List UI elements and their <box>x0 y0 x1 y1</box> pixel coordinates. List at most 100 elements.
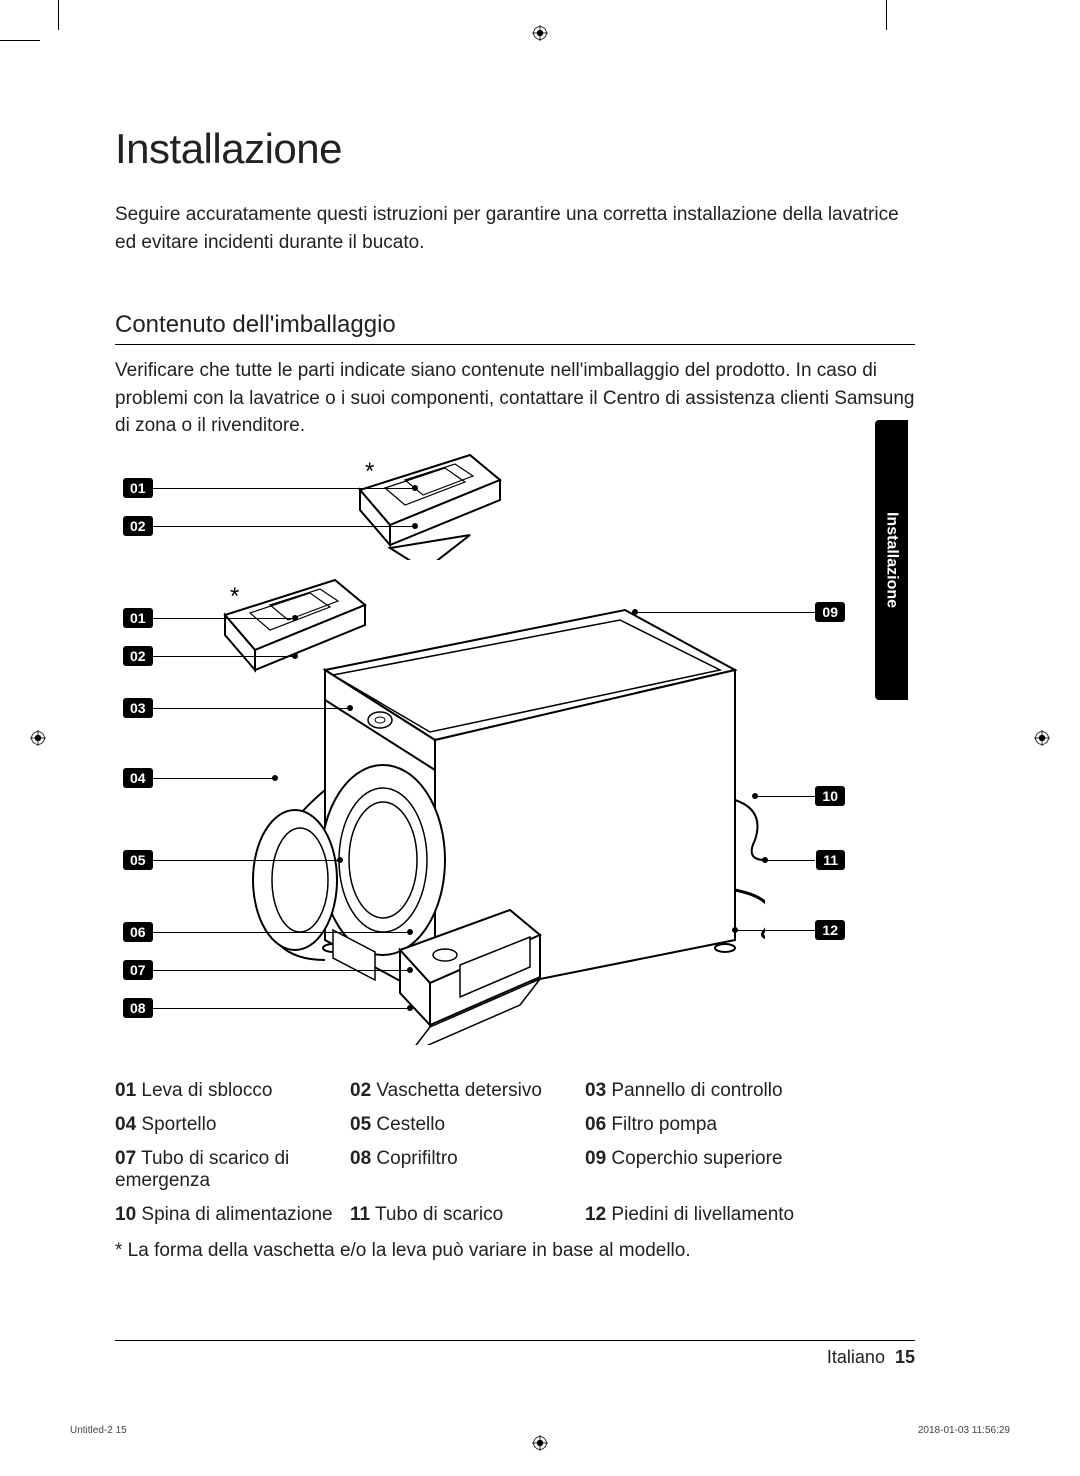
part-number: 07 <box>115 1148 136 1169</box>
intro-text: Seguire accuratamente questi istruzioni … <box>115 201 915 256</box>
parts-list-item: 10 Spina di alimentazione <box>115 1204 350 1226</box>
diagram-callout-line <box>153 526 415 527</box>
diagram-callout-badge: 10 <box>815 786 845 806</box>
footnote: * La forma della vaschetta e/o la leva p… <box>115 1240 915 1262</box>
section-divider <box>115 344 915 345</box>
parts-list-item: 09 Coperchio superiore <box>585 1148 820 1192</box>
parts-list-item: 03 Pannello di controllo <box>585 1080 820 1102</box>
diagram-callout-dot <box>412 485 418 491</box>
diagram-callout-line <box>755 796 815 797</box>
part-label: Spina di alimentazione <box>136 1204 332 1225</box>
diagram-callout-dot <box>292 653 298 659</box>
section-text: Verificare che tutte le parti indicate s… <box>115 357 915 440</box>
part-label: Coprifiltro <box>371 1148 458 1169</box>
diagram-callout-line <box>153 932 410 933</box>
diagram-callout-dot <box>407 929 413 935</box>
parts-list-item: 02 Vaschetta detersivo <box>350 1080 585 1102</box>
print-info-right: 2018-01-03 11:56:29 <box>918 1425 1010 1436</box>
registration-mark-icon <box>1034 730 1050 746</box>
diagram-callout-badge: 02 <box>123 646 153 666</box>
parts-list-item: 08 Coprifiltro <box>350 1148 585 1192</box>
diagram-callout-line <box>735 930 815 931</box>
diagram-callout-badge: 09 <box>815 602 845 622</box>
parts-list-item: 11 Tubo di scarico <box>350 1204 585 1226</box>
content-area: Installazione Seguire accuratamente ques… <box>115 125 915 1262</box>
parts-list: 01 Leva di sblocco02 Vaschetta detersivo… <box>115 1080 915 1226</box>
part-label: Piedini di livellamento <box>606 1204 794 1225</box>
part-label: Vaschetta detersivo <box>371 1080 542 1101</box>
diagram-callout-badge: 01 <box>123 608 153 628</box>
diagram-callout-line <box>635 612 815 613</box>
diagram-callout-dot <box>347 705 353 711</box>
diagram-callout-line <box>153 488 415 489</box>
part-number: 02 <box>350 1080 371 1101</box>
diagram-callout-line <box>153 618 295 619</box>
part-label: Sportello <box>136 1114 216 1135</box>
part-number: 08 <box>350 1148 371 1169</box>
diagram-callout-dot <box>407 1005 413 1011</box>
diagram-callout-line <box>153 778 275 779</box>
part-number: 06 <box>585 1114 606 1135</box>
part-number: 03 <box>585 1080 606 1101</box>
part-number: 10 <box>115 1204 136 1225</box>
parts-list-item: 04 Sportello <box>115 1114 350 1136</box>
part-number: 12 <box>585 1204 606 1225</box>
part-number: 01 <box>115 1080 136 1101</box>
diagram-callout-dot <box>272 775 278 781</box>
part-number: 05 <box>350 1114 371 1135</box>
diagram-callout-dot <box>292 615 298 621</box>
diagram-callout-line <box>153 708 350 709</box>
page-title: Installazione <box>115 125 915 173</box>
parts-list-item: 01 Leva di sblocco <box>115 1080 350 1102</box>
footer-lang: Italiano <box>827 1347 885 1367</box>
diagram-callout-badge: 05 <box>123 850 153 870</box>
footer-page-number: 15 <box>895 1347 915 1367</box>
diagram-callout-badge: 01 <box>123 478 153 498</box>
diagram-star-mark: * <box>230 583 239 611</box>
part-label: Pannello di controllo <box>606 1080 782 1101</box>
part-number: 11 <box>350 1204 370 1225</box>
diagram-callout-line <box>765 860 815 861</box>
diagram-callout-badge: 02 <box>123 516 153 536</box>
diagram-callout-badge: 06 <box>123 922 153 942</box>
print-info-left: Untitled-2 15 <box>70 1425 127 1436</box>
footer-text: Italiano 15 <box>827 1347 915 1368</box>
part-label: Leva di sblocco <box>136 1080 272 1101</box>
part-label: Coperchio superiore <box>606 1148 782 1169</box>
diagram-callout-dot <box>732 927 738 933</box>
drawer-detail-top-icon <box>355 450 505 560</box>
part-number: 04 <box>115 1114 136 1135</box>
diagram-callout-badge: 12 <box>815 920 845 940</box>
diagram-area: 0102010203040506070809101112** <box>115 460 905 1070</box>
part-label: Tubo di scarico di emergenza <box>115 1148 289 1191</box>
diagram-callout-dot <box>337 857 343 863</box>
diagram-callout-line <box>153 656 295 657</box>
part-label: Cestello <box>371 1114 445 1135</box>
parts-list-item: 07 Tubo di scarico di emergenza <box>115 1148 350 1192</box>
filter-detail-icon <box>390 905 550 1045</box>
registration-mark-icon <box>30 730 46 746</box>
diagram-callout-dot <box>752 793 758 799</box>
diagram-star-mark: * <box>365 458 374 486</box>
diagram-callout-dot <box>407 967 413 973</box>
diagram-callout-line <box>153 1008 410 1009</box>
diagram-callout-dot <box>762 857 768 863</box>
footer-divider <box>115 1340 915 1341</box>
diagram-callout-dot <box>632 609 638 615</box>
diagram-callout-badge: 03 <box>123 698 153 718</box>
drawer-detail-mid-icon <box>220 575 370 685</box>
parts-list-item: 12 Piedini di livellamento <box>585 1204 820 1226</box>
diagram-callout-badge: 07 <box>123 960 153 980</box>
part-label: Filtro pompa <box>606 1114 717 1135</box>
diagram-callout-dot <box>412 523 418 529</box>
part-label: Tubo di scarico <box>370 1204 503 1225</box>
parts-list-item: 05 Cestello <box>350 1114 585 1136</box>
diagram-callout-line <box>153 860 340 861</box>
diagram-callout-badge: 08 <box>123 998 153 1018</box>
diagram-callout-badge: 04 <box>123 768 153 788</box>
registration-mark-icon <box>532 1435 548 1451</box>
part-number: 09 <box>585 1148 606 1169</box>
section-title: Contenuto dell'imballaggio <box>115 311 915 339</box>
parts-list-item: 06 Filtro pompa <box>585 1114 820 1136</box>
diagram-callout-line <box>153 970 410 971</box>
